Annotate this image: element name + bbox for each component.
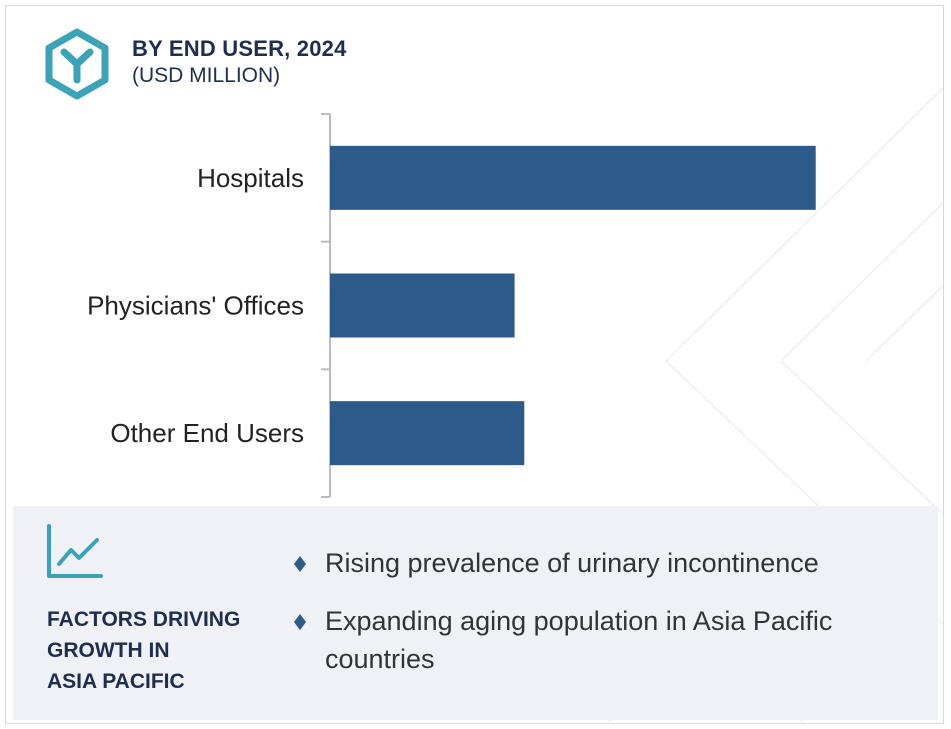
chart-title: BY END USER, 2024 <box>132 36 347 61</box>
factors-title: FACTORS DRIVING GROWTH IN ASIA PACIFIC <box>47 604 277 697</box>
factor-text: Rising prevalence of urinary incontinenc… <box>325 548 819 578</box>
category-label: Other End Users <box>110 418 304 448</box>
diamond-bullet-icon <box>294 614 306 630</box>
factor-item: Rising prevalence of urinary incontinenc… <box>291 544 931 582</box>
factor-text: Expanding aging population in Asia Pacif… <box>325 606 833 674</box>
factors-title-line: ASIA PACIFIC <box>47 670 185 693</box>
bar-hospitals <box>330 145 816 210</box>
chart-subtitle: (USD MILLION) <box>132 64 281 87</box>
category-label: Physicians' Offices <box>87 291 304 321</box>
factor-list: Rising prevalence of urinary incontinenc… <box>291 544 931 698</box>
factors-title-line: GROWTH IN <box>47 639 170 662</box>
bar-physicians-offices <box>330 273 515 338</box>
factors-title-line: FACTORS DRIVING <box>47 608 241 631</box>
bar-chart: Hospitals Physicians' Offices Other End Us… <box>87 113 816 498</box>
hexagon-y-logo-icon <box>45 28 109 100</box>
chart-card: BY END USER, 2024 (USD MILLION) Hospital… <box>5 5 944 724</box>
bar-other-end-users <box>330 401 525 466</box>
category-label: Hospitals <box>197 163 304 193</box>
diamond-bullet-icon <box>294 556 306 572</box>
trend-line-icon <box>47 524 103 578</box>
factors-panel: FACTORS DRIVING GROWTH IN ASIA PACIFIC R… <box>13 506 938 720</box>
factor-item: Expanding aging population in Asia Pacif… <box>291 602 931 678</box>
